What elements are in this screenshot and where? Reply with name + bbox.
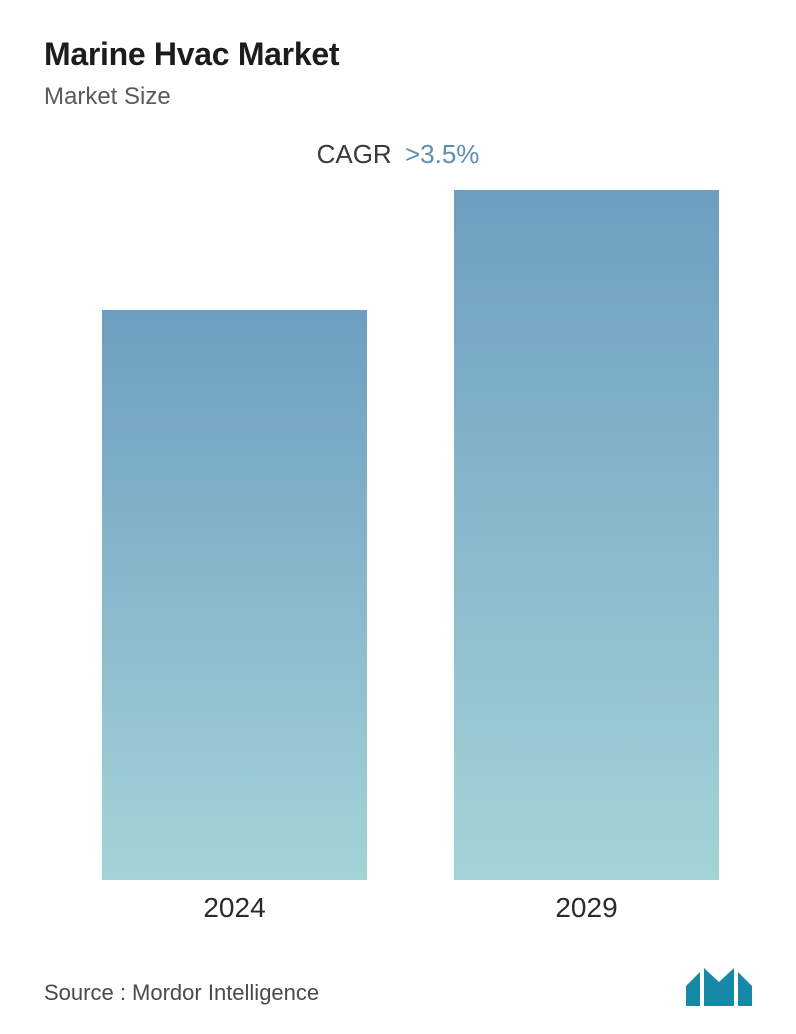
x-axis-labels: 2024 2029 bbox=[44, 880, 752, 940]
source-text: Source : Mordor Intelligence bbox=[44, 980, 319, 1006]
page-title: Marine Hvac Market bbox=[44, 36, 752, 73]
cagr-value: >3.5% bbox=[405, 139, 479, 169]
cagr-label: CAGR bbox=[317, 139, 392, 169]
cagr-line: CAGR >3.5% bbox=[44, 139, 752, 170]
page-subtitle: Market Size bbox=[44, 83, 752, 111]
x-label-2024: 2024 bbox=[203, 892, 265, 924]
mordor-logo-icon bbox=[686, 964, 752, 1006]
x-label-2029: 2029 bbox=[555, 892, 617, 924]
footer: Source : Mordor Intelligence bbox=[44, 964, 752, 1006]
bar-2029 bbox=[454, 190, 719, 880]
bar-chart bbox=[44, 190, 752, 880]
bar-2024 bbox=[102, 310, 367, 880]
